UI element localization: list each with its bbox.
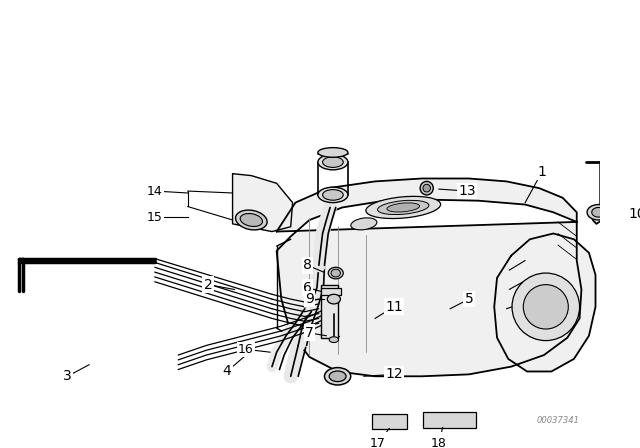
Ellipse shape — [236, 210, 267, 230]
Text: 1: 1 — [538, 165, 547, 179]
Ellipse shape — [512, 273, 580, 340]
Polygon shape — [232, 174, 292, 232]
Text: 2: 2 — [204, 278, 212, 292]
FancyBboxPatch shape — [372, 414, 407, 429]
Ellipse shape — [378, 200, 429, 215]
Polygon shape — [276, 178, 581, 376]
Circle shape — [420, 181, 433, 195]
Text: 17: 17 — [370, 437, 386, 448]
Text: 13: 13 — [458, 184, 476, 198]
Ellipse shape — [592, 207, 605, 217]
FancyBboxPatch shape — [321, 284, 338, 338]
Text: 7: 7 — [305, 326, 314, 340]
Ellipse shape — [318, 155, 348, 170]
Ellipse shape — [318, 187, 348, 202]
Ellipse shape — [366, 196, 440, 219]
Text: 11: 11 — [385, 300, 403, 314]
Ellipse shape — [329, 337, 339, 343]
Ellipse shape — [351, 218, 377, 230]
Ellipse shape — [327, 294, 340, 304]
Text: 10: 10 — [629, 207, 640, 221]
Ellipse shape — [323, 157, 343, 168]
Text: 15: 15 — [147, 211, 163, 224]
Circle shape — [423, 184, 431, 192]
FancyBboxPatch shape — [321, 288, 341, 295]
Ellipse shape — [240, 214, 262, 227]
Text: 5: 5 — [465, 292, 473, 306]
Text: 00037341: 00037341 — [536, 416, 580, 425]
Text: 6: 6 — [303, 280, 312, 294]
Polygon shape — [494, 233, 595, 371]
FancyBboxPatch shape — [423, 412, 476, 428]
Text: 4: 4 — [223, 365, 231, 379]
Ellipse shape — [318, 148, 348, 157]
Ellipse shape — [587, 205, 609, 220]
Text: 12: 12 — [385, 367, 403, 381]
Ellipse shape — [323, 190, 343, 200]
Ellipse shape — [524, 284, 568, 329]
Text: 9: 9 — [305, 292, 314, 306]
Text: 14: 14 — [147, 185, 163, 198]
Ellipse shape — [387, 203, 420, 212]
Text: 3: 3 — [63, 369, 72, 383]
Ellipse shape — [324, 368, 351, 385]
Ellipse shape — [328, 267, 343, 279]
Ellipse shape — [331, 269, 340, 277]
Text: 16: 16 — [238, 343, 253, 356]
Ellipse shape — [329, 371, 346, 382]
Text: 8: 8 — [303, 258, 312, 272]
Text: 18: 18 — [431, 437, 447, 448]
